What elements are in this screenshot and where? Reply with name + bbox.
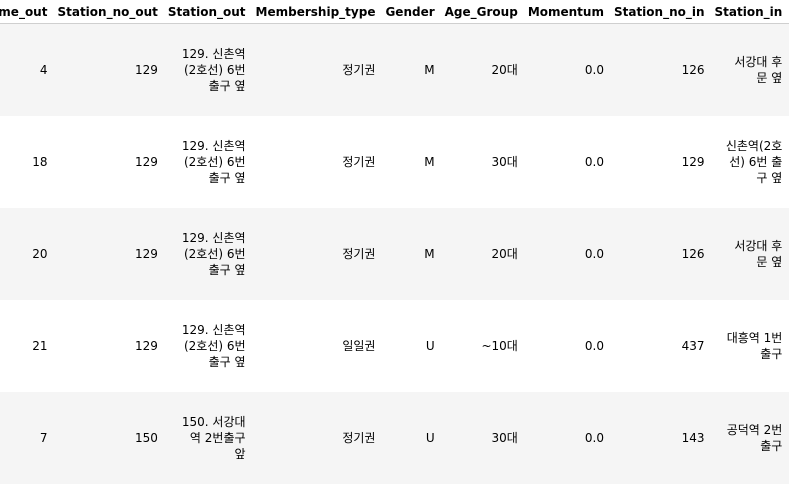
column-header-membership-type: Membership_type <box>249 0 380 24</box>
cell-age-group: 30대 <box>438 115 522 208</box>
cell-ellipsis: ... <box>786 391 789 484</box>
cell-age-group: ~10대 <box>438 299 522 392</box>
cell-station-no-out: 129 <box>51 115 162 208</box>
cell-station-in-text: 서강대 후문 옆 <box>734 238 783 269</box>
column-header-gender: Gender <box>379 0 439 24</box>
table-row: 7 150 150. 서강대역 2번출구 앞 정기권 U 30대 0.0 143… <box>0 391 789 484</box>
row-index: 20 <box>0 207 52 300</box>
cell-gender: U <box>379 391 439 484</box>
cell-station-out-text: 129. 신촌역 (2호선) 6번 출구 옆 <box>181 46 246 93</box>
cell-membership-type: 정기권 <box>249 391 380 484</box>
cell-station-no-in: 143 <box>607 391 709 484</box>
cell-momentum: 0.0 <box>521 23 608 116</box>
cell-membership-type: 정기권 <box>249 23 380 116</box>
cell-station-no-out: 129 <box>51 23 162 116</box>
cell-station-in: 대흥역 1번출구 <box>708 299 787 392</box>
cell-membership-type: 일일권 <box>249 299 380 392</box>
column-header-time-out: Time_out <box>0 0 52 24</box>
cell-ellipsis: ... <box>786 115 789 208</box>
cell-station-no-in: 126 <box>607 207 709 300</box>
cell-momentum: 0.0 <box>521 207 608 300</box>
cell-station-out-text: 150. 서강대역 2번출구 앞 <box>181 414 246 461</box>
cell-membership-type: 정기권 <box>249 115 380 208</box>
cell-gender: M <box>379 115 439 208</box>
cell-membership-type: 정기권 <box>249 207 380 300</box>
cell-station-in-text: 신촌역(2호선) 6번 출구 옆 <box>725 138 783 185</box>
cell-momentum: 0.0 <box>521 391 608 484</box>
cell-ellipsis: ... <box>786 207 789 300</box>
cell-ellipsis: ... <box>786 299 789 392</box>
cell-station-in: 서강대 후문 옆 <box>708 23 787 116</box>
cell-station-out: 129. 신촌역 (2호선) 6번 출구 옆 <box>161 115 250 208</box>
column-header-age-group: Age_Group <box>438 0 522 24</box>
cell-station-out: 129. 신촌역 (2호선) 6번 출구 옆 <box>161 207 250 300</box>
table-row: 21 129 129. 신촌역 (2호선) 6번 출구 옆 일일권 U ~10대… <box>0 299 789 392</box>
cell-station-out: 129. 신촌역 (2호선) 6번 출구 옆 <box>161 299 250 392</box>
cell-age-group: 20대 <box>438 23 522 116</box>
column-header-station-out: Station_out <box>161 0 250 24</box>
cell-station-out-text: 129. 신촌역 (2호선) 6번 출구 옆 <box>181 230 246 277</box>
cell-station-in-text: 서강대 후문 옆 <box>734 54 783 85</box>
cell-momentum: 0.0 <box>521 299 608 392</box>
cell-station-in: 공덕역 2번 출구 <box>708 391 787 484</box>
cell-station-in-text: 대흥역 1번출구 <box>726 330 783 361</box>
table-row: 18 129 129. 신촌역 (2호선) 6번 출구 옆 정기권 M 30대 … <box>0 115 789 208</box>
cell-age-group: 20대 <box>438 207 522 300</box>
column-header-station-in: Station_in <box>708 0 787 24</box>
cell-station-out: 129. 신촌역 (2호선) 6번 출구 옆 <box>161 23 250 116</box>
cell-station-in-text: 공덕역 2번 출구 <box>726 422 783 453</box>
cell-ellipsis: ... <box>786 23 789 116</box>
row-index: 7 <box>0 391 52 484</box>
cell-station-no-out: 129 <box>51 299 162 392</box>
cell-station-out-text: 129. 신촌역 (2호선) 6번 출구 옆 <box>181 322 246 369</box>
cell-station-no-out: 150 <box>51 391 162 484</box>
column-header-station-no-in: Station_no_in <box>607 0 709 24</box>
cell-station-out-text: 129. 신촌역 (2호선) 6번 출구 옆 <box>181 138 246 185</box>
column-header-ellipsis: ... <box>786 0 789 24</box>
table-row: 20 129 129. 신촌역 (2호선) 6번 출구 옆 정기권 M 20대 … <box>0 207 789 300</box>
cell-station-no-in: 437 <box>607 299 709 392</box>
cell-station-in: 신촌역(2호선) 6번 출구 옆 <box>708 115 787 208</box>
cell-momentum: 0.0 <box>521 115 608 208</box>
header-row: Time_out Station_no_out Station_out Memb… <box>0 0 789 24</box>
cell-station-no-in: 126 <box>607 23 709 116</box>
column-header-momentum: Momentum <box>521 0 608 24</box>
cell-station-no-out: 129 <box>51 207 162 300</box>
cell-gender: M <box>379 23 439 116</box>
table-row: 4 129 129. 신촌역 (2호선) 6번 출구 옆 정기권 M 20대 0… <box>0 23 789 116</box>
row-index: 21 <box>0 299 52 392</box>
cell-gender: U <box>379 299 439 392</box>
row-index: 18 <box>0 115 52 208</box>
column-header-station-no-out: Station_no_out <box>51 0 162 24</box>
cell-age-group: 30대 <box>438 391 522 484</box>
cell-station-no-in: 129 <box>607 115 709 208</box>
cell-gender: M <box>379 207 439 300</box>
row-index: 4 <box>0 23 52 116</box>
cell-station-in: 서강대 후문 옆 <box>708 207 787 300</box>
cell-station-out: 150. 서강대역 2번출구 앞 <box>161 391 250 484</box>
